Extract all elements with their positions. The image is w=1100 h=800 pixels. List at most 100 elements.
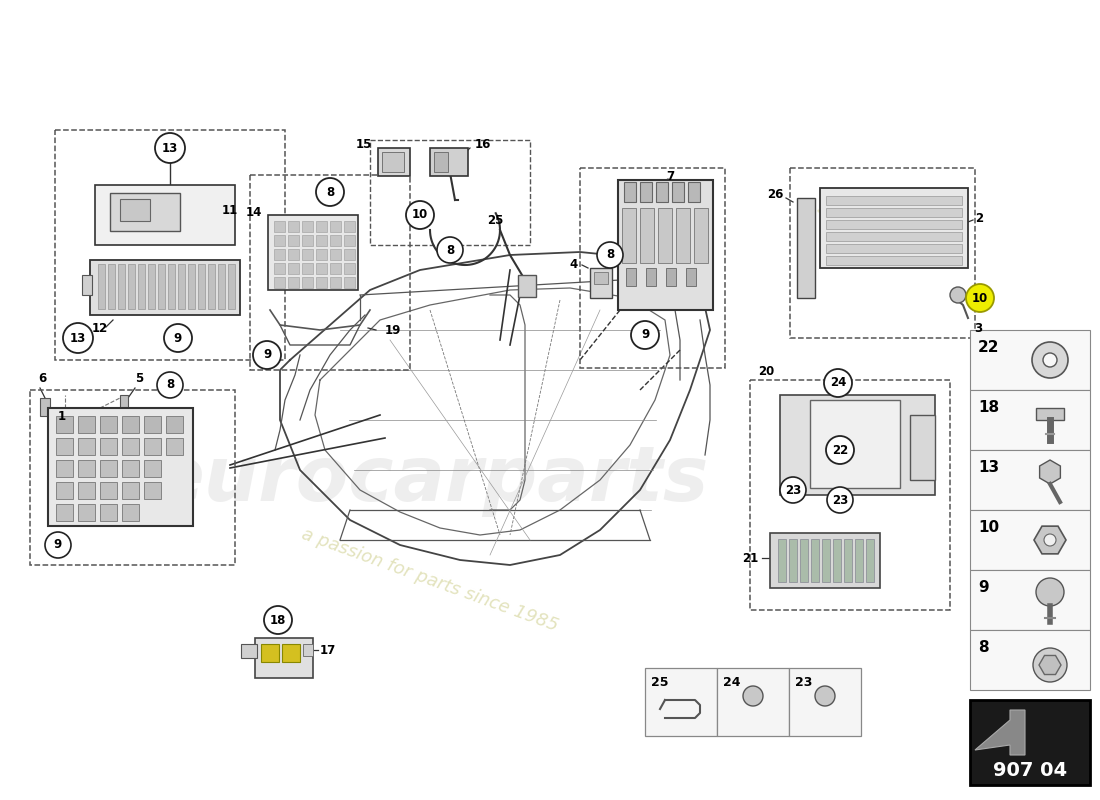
Bar [288, 277, 299, 288]
Bar [717, 668, 789, 736]
Bar [770, 533, 880, 588]
Bar [316, 235, 327, 246]
Bar [658, 208, 672, 263]
Bar [128, 264, 135, 309]
Text: 13: 13 [162, 142, 178, 154]
Circle shape [950, 287, 966, 303]
Text: 13: 13 [70, 331, 86, 345]
Circle shape [63, 323, 94, 353]
Bar [288, 263, 299, 274]
Bar [646, 268, 656, 286]
Bar [138, 264, 145, 309]
Circle shape [780, 477, 806, 503]
Bar [228, 264, 235, 309]
Bar [382, 152, 404, 172]
Text: 8: 8 [446, 243, 454, 257]
Bar [78, 482, 95, 499]
Bar [618, 180, 713, 310]
Bar [168, 264, 175, 309]
Text: 25: 25 [651, 676, 669, 689]
Bar [798, 198, 815, 298]
Circle shape [406, 201, 434, 229]
Text: 18: 18 [978, 400, 999, 415]
Circle shape [264, 606, 292, 634]
Circle shape [1033, 648, 1067, 682]
Text: 9: 9 [54, 538, 62, 551]
Bar [910, 415, 935, 480]
Bar [302, 644, 313, 656]
Text: 6: 6 [39, 372, 46, 385]
Text: 5: 5 [135, 372, 143, 385]
Text: 13: 13 [978, 460, 999, 475]
Circle shape [827, 487, 853, 513]
Bar [378, 148, 410, 176]
Bar [274, 263, 285, 274]
Circle shape [631, 321, 659, 349]
Bar [826, 244, 962, 253]
Text: 15: 15 [355, 138, 372, 151]
Bar [330, 249, 341, 260]
Bar [330, 263, 341, 274]
Bar [288, 221, 299, 232]
Bar [370, 140, 530, 245]
Bar [330, 221, 341, 232]
Bar [98, 264, 104, 309]
Bar [826, 196, 962, 205]
Bar [344, 263, 355, 274]
Bar [120, 199, 150, 221]
Bar [302, 263, 313, 274]
Circle shape [253, 341, 280, 369]
Circle shape [815, 686, 835, 706]
Bar [800, 539, 808, 582]
Circle shape [742, 686, 763, 706]
Bar [434, 152, 448, 172]
Bar [144, 460, 161, 477]
Bar [694, 208, 708, 263]
Bar [666, 268, 676, 286]
Bar [78, 438, 95, 455]
Bar [30, 390, 235, 565]
Bar [100, 482, 117, 499]
Text: 9: 9 [263, 349, 271, 362]
Bar [55, 130, 285, 360]
Text: 22: 22 [832, 443, 848, 457]
Bar [316, 221, 327, 232]
Bar [288, 249, 299, 260]
Bar [122, 504, 139, 521]
Bar [144, 416, 161, 433]
Bar [826, 208, 962, 217]
Bar [302, 235, 313, 246]
Bar [100, 504, 117, 521]
Text: 11: 11 [222, 203, 238, 217]
Bar [344, 277, 355, 288]
Bar [100, 416, 117, 433]
Bar [316, 263, 327, 274]
Bar [274, 221, 285, 232]
Bar [78, 504, 95, 521]
Bar [810, 400, 900, 488]
Text: eurocarparts: eurocarparts [152, 443, 708, 517]
Bar [855, 539, 864, 582]
Polygon shape [1040, 655, 1062, 674]
Bar [188, 264, 195, 309]
Circle shape [45, 532, 72, 558]
Circle shape [1036, 578, 1064, 606]
Bar [826, 220, 962, 229]
Polygon shape [1040, 460, 1060, 484]
Text: 9: 9 [641, 329, 649, 342]
Bar [518, 275, 536, 297]
Bar [688, 182, 700, 202]
Bar [78, 460, 95, 477]
Bar [778, 539, 786, 582]
Text: 25: 25 [487, 214, 503, 226]
Bar [118, 264, 125, 309]
Bar [970, 330, 1090, 390]
Bar [282, 644, 300, 662]
Bar [274, 277, 285, 288]
Bar [90, 260, 240, 315]
Bar [344, 249, 355, 260]
Bar [122, 438, 139, 455]
Bar [56, 504, 73, 521]
Bar [56, 482, 73, 499]
Bar [166, 438, 183, 455]
